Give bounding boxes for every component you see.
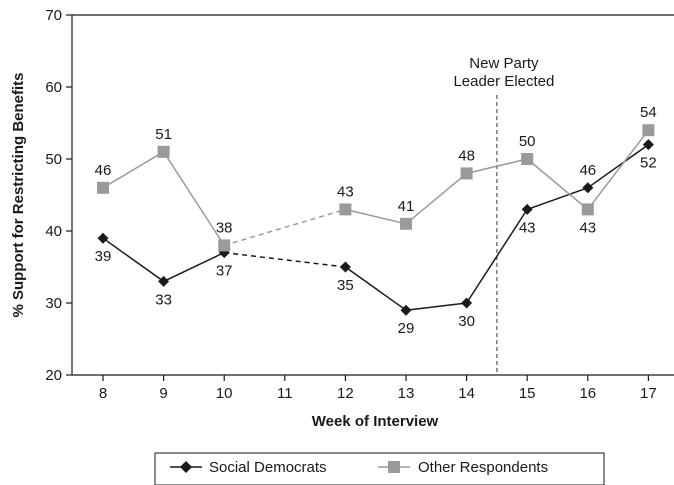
data-point-square (218, 239, 231, 252)
data-point-diamond (158, 275, 170, 287)
data-labels-group: 39 33 37 35 29 30 43 46 52 46 51 38 43 41 48 50 43 54 (95, 104, 657, 337)
y-tick-label: 60 (45, 79, 62, 96)
data-point-square (460, 167, 473, 180)
data-label: 50 (519, 133, 536, 150)
legend-label-other-respondents: Other Respondents (418, 459, 548, 476)
x-tick-label: 13 (398, 385, 415, 402)
x-tick-label: 11 (277, 385, 293, 402)
legend-marker-diamond (180, 461, 192, 473)
legend-marker-square (388, 461, 400, 473)
data-point-diamond (97, 232, 109, 244)
data-point-square (157, 145, 170, 158)
data-label: 41 (398, 198, 415, 215)
legend: Social Democrats Other Respondents (154, 452, 605, 485)
y-tick-label: 50 (45, 151, 62, 168)
data-point-diamond (461, 297, 473, 309)
x-tick-label: 16 (579, 385, 596, 402)
y-tick-label: 70 (45, 7, 62, 24)
series-segment (465, 208, 528, 304)
data-point-square (400, 217, 412, 230)
data-point-square (642, 124, 655, 137)
data-label: 30 (458, 313, 475, 330)
data-label: 43 (519, 219, 536, 236)
series-segment (587, 143, 649, 189)
data-label: 48 (458, 147, 475, 164)
y-tick-label: 30 (45, 295, 62, 312)
data-label: 51 (155, 126, 172, 143)
x-tick-label: 12 (337, 385, 354, 402)
series-segment (224, 251, 346, 268)
x-tick-label: 9 (159, 385, 167, 402)
series-segment (526, 187, 589, 211)
data-label: 33 (155, 291, 172, 308)
legend-box (154, 452, 605, 485)
series-segment (162, 151, 225, 246)
data-label: 29 (398, 320, 415, 337)
x-tick-label: 10 (216, 385, 233, 402)
data-point-diamond (521, 203, 533, 215)
series-segment (102, 237, 165, 283)
data-label: 43 (337, 183, 354, 200)
data-label: 38 (216, 219, 233, 236)
data-point-square (97, 181, 109, 194)
annotation-text: Leader Elected (453, 73, 554, 90)
data-point-square (581, 203, 594, 216)
data-point-diamond (339, 261, 351, 273)
annotation-text: New Party (469, 55, 539, 72)
series-segment (587, 129, 649, 210)
data-label: 35 (337, 277, 354, 294)
y-tick-label: 40 (45, 223, 62, 240)
x-tick-label: 15 (519, 385, 536, 402)
data-point-square (339, 203, 352, 216)
x-tick-label: 17 (640, 385, 657, 402)
data-point-diamond (582, 182, 594, 194)
data-point-diamond (400, 304, 412, 316)
data-label: 54 (640, 104, 657, 121)
series-segment (345, 208, 407, 225)
series-segment (526, 158, 589, 210)
data-label: 37 (216, 263, 233, 280)
x-tick-label: 8 (99, 385, 107, 402)
series-group (97, 124, 655, 316)
y-axis-title: % Support for Restricting Benefits (10, 72, 27, 317)
data-label: 43 (579, 219, 596, 236)
series-segment (344, 266, 407, 311)
series-segment (163, 251, 225, 283)
data-label: 39 (95, 248, 112, 265)
x-tick-label: 14 (458, 385, 475, 402)
series-segment (405, 172, 468, 225)
x-axis-title: Week of Interview (312, 413, 439, 430)
data-point-diamond (642, 139, 654, 151)
series-segment (102, 151, 164, 189)
series-segment (223, 208, 346, 247)
data-label: 46 (95, 162, 112, 179)
series-segment (405, 302, 467, 311)
y-tick-label: 20 (45, 367, 62, 384)
data-point-square (521, 153, 534, 165)
series-segment (466, 158, 528, 175)
data-label: 52 (640, 155, 657, 172)
data-label: 46 (579, 162, 596, 179)
axes: 20 30 40 50 60 70 8 9 10 11 12 13 14 15 16 17 (45, 7, 674, 402)
legend-label-social-democrats: Social Democrats (209, 459, 327, 476)
